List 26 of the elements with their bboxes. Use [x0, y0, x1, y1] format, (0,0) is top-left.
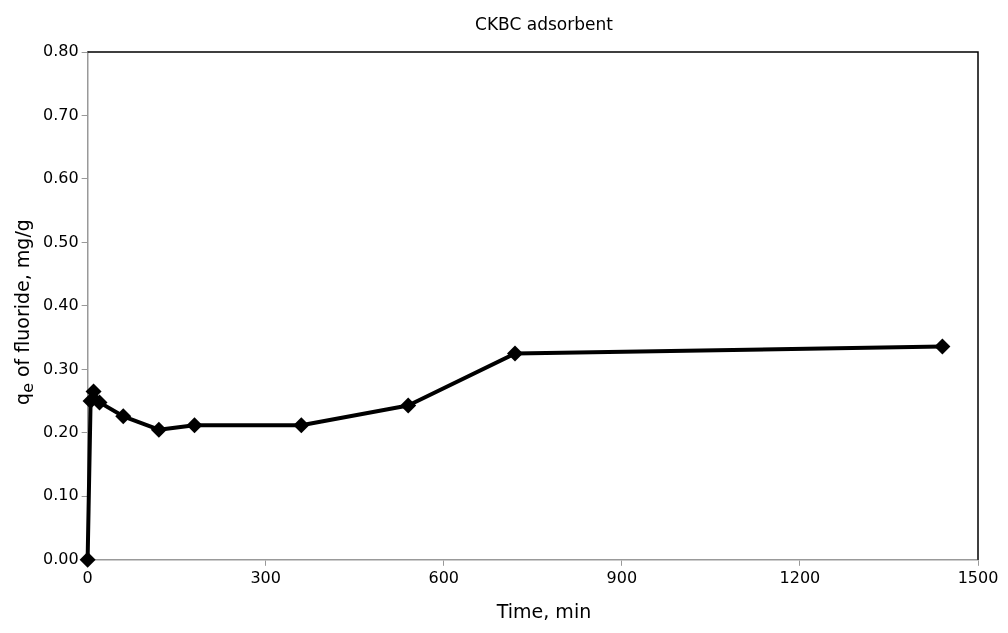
point: [85, 383, 102, 400]
x-tick-label: 0: [82, 567, 93, 587]
y-tick-label: 0.50: [43, 231, 79, 251]
x-tick-label: 1200: [779, 567, 821, 587]
point: [115, 408, 132, 425]
x-tick-label: 1500: [957, 567, 999, 587]
y-tick-label: 0.20: [43, 422, 79, 442]
point: [400, 397, 417, 414]
chart-title: CKBC adsorbent: [474, 14, 614, 34]
point: [150, 421, 167, 438]
y-tick-label: 0.30: [43, 358, 79, 378]
point: [79, 551, 96, 568]
x-tick-label: 300: [250, 567, 281, 587]
x-tick-label: 900: [606, 567, 638, 587]
y-tick-label: 0.70: [43, 104, 79, 124]
y-tick-label: 0.10: [43, 485, 79, 505]
y-tick-label: 0.00: [43, 548, 79, 568]
point: [186, 417, 203, 434]
point: [293, 417, 310, 434]
y-tick-label: 0.80: [43, 41, 79, 61]
x-tick-label: 600: [428, 567, 460, 587]
point: [934, 338, 951, 355]
y-tick-label: 0.60: [43, 168, 79, 188]
x-axis-title: Time, min: [495, 600, 593, 622]
point: [507, 345, 524, 362]
y-tick-label: 0.40: [43, 295, 79, 315]
